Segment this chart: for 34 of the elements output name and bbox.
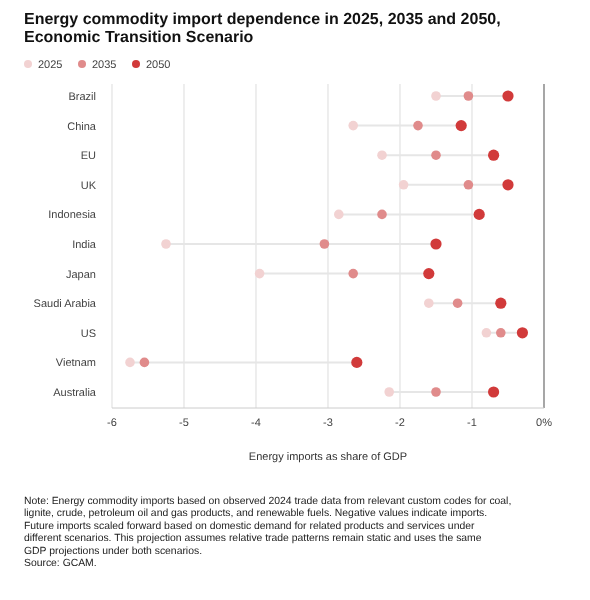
chart-title: Energy commodity import dependence in 2025, 2035 and 2050, Economic Transition Scenario	[24, 10, 501, 46]
point	[398, 180, 409, 190]
point	[431, 91, 441, 101]
point	[348, 120, 358, 131]
point	[319, 239, 330, 249]
point	[455, 120, 467, 132]
point	[334, 209, 344, 220]
point	[423, 268, 435, 280]
point	[254, 268, 265, 279]
point	[351, 356, 363, 368]
point	[161, 239, 171, 249]
point	[481, 328, 492, 338]
point	[473, 208, 485, 220]
point	[125, 357, 135, 368]
point	[488, 149, 500, 161]
point	[502, 179, 514, 191]
point	[495, 297, 507, 309]
point	[488, 386, 500, 398]
point	[431, 150, 441, 160]
point	[463, 91, 474, 101]
point	[452, 298, 463, 308]
point	[496, 328, 506, 338]
point	[384, 387, 394, 397]
point	[413, 120, 423, 131]
point	[377, 150, 387, 160]
point	[516, 327, 528, 339]
point	[377, 209, 387, 220]
point	[463, 180, 474, 190]
point	[424, 298, 434, 308]
point	[348, 268, 358, 279]
point	[430, 238, 442, 250]
point	[502, 90, 514, 102]
point	[431, 387, 441, 397]
point	[139, 357, 150, 368]
